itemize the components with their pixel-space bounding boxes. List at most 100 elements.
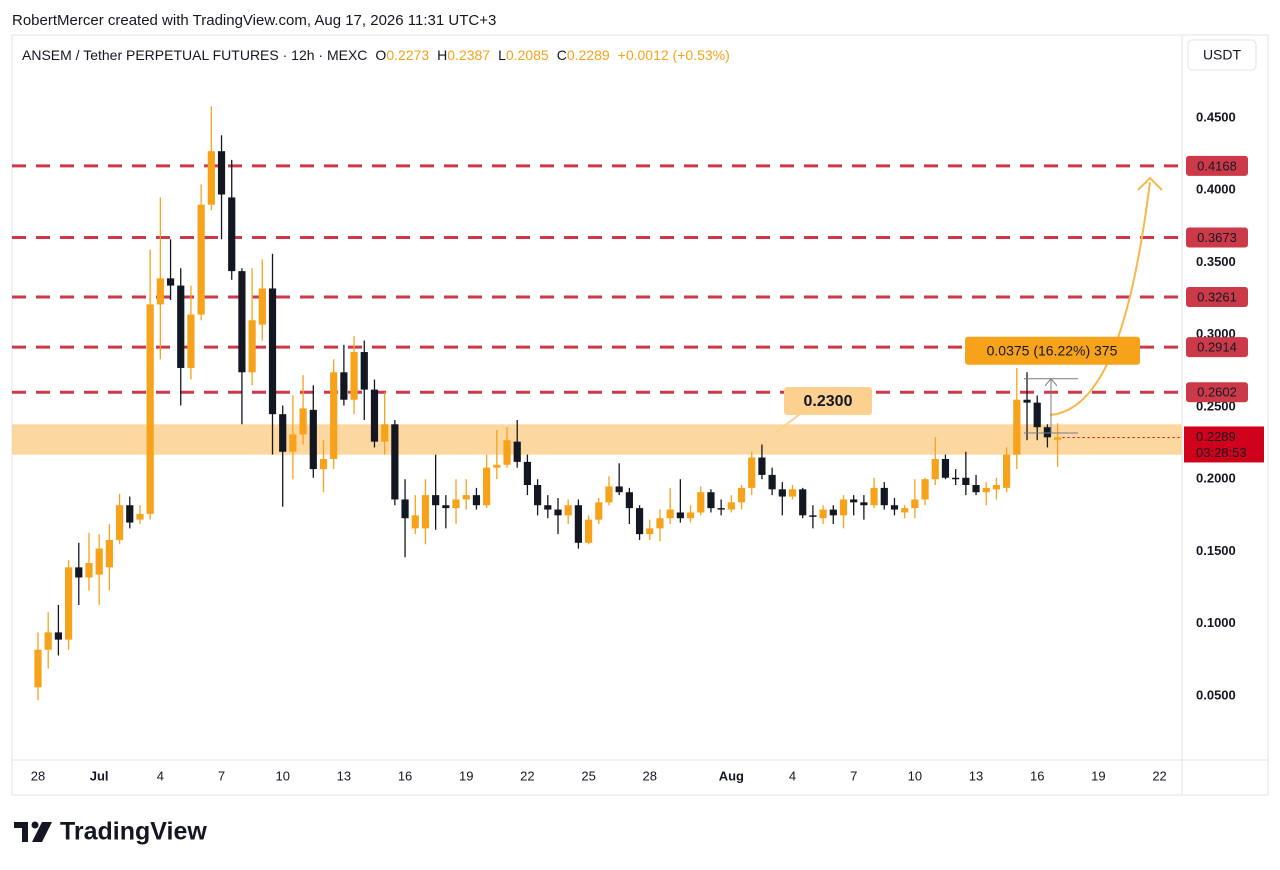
candle-body: [299, 408, 307, 435]
legend: ANSEM / Tether PERPETUAL FUTURES · 12h ·…: [22, 47, 730, 63]
candle-body: [615, 486, 623, 493]
candle-body: [44, 632, 52, 650]
candle-body: [136, 513, 144, 520]
logo-text: TradingView: [60, 818, 207, 846]
measure-label: 0.0375 (16.22%) 375: [987, 342, 1118, 358]
candle-body: [95, 548, 103, 575]
candle-body: [228, 197, 236, 272]
x-tick-label: 7: [218, 768, 225, 783]
candle-body: [156, 278, 164, 305]
level-label: 0.2914: [1197, 340, 1237, 355]
candle-body: [350, 352, 358, 400]
candle-body: [880, 487, 888, 506]
level-label-box: [1186, 382, 1248, 403]
symbol: ANSEM / Tether PERPETUAL FUTURES · 12h ·…: [22, 47, 367, 63]
candle-body: [911, 499, 919, 509]
ohlc-value: 0.2387: [447, 47, 490, 63]
last-price: 0.2289: [1196, 429, 1236, 444]
zone-label: 0.2300: [804, 393, 853, 410]
candle-body: [381, 424, 389, 442]
measure-box: [965, 336, 1140, 365]
candle-body: [1003, 454, 1011, 488]
y-tick-label: 0.2000: [1196, 471, 1236, 486]
last-price-box: [1184, 426, 1264, 463]
y-tick-label: 0.1500: [1196, 543, 1236, 558]
x-tick-label: 28: [643, 768, 657, 783]
candle-body: [605, 486, 613, 503]
logo-shape: [31, 821, 39, 829]
candle-body: [268, 288, 277, 415]
candle-body: [727, 502, 735, 510]
candle-body: [972, 485, 980, 493]
x-tick-label: 28: [31, 768, 45, 783]
forecast-arrow-head: [1137, 176, 1163, 191]
candle-body: [319, 458, 328, 470]
candle-body: [1043, 427, 1052, 438]
candle-body: [952, 477, 960, 480]
y-tick-label: 0.0500: [1196, 687, 1236, 702]
candle-body: [391, 424, 399, 500]
ohlc-value: 0.2273: [386, 47, 429, 63]
ohlc-prefix: C: [557, 47, 567, 63]
x-tick-label: 19: [459, 768, 473, 783]
currency-button[interactable]: [1187, 39, 1257, 71]
x-tick-label: 13: [969, 768, 983, 783]
candle-body: [248, 320, 256, 373]
candle-body: [462, 495, 470, 500]
candle-body: [432, 495, 440, 506]
candle-body: [1013, 399, 1021, 455]
candle-body: [64, 567, 73, 640]
candle-body: [401, 499, 409, 519]
ohlc-prefix: L: [498, 47, 506, 63]
candle-body: [279, 414, 287, 452]
forecast-arrow: [1049, 181, 1151, 416]
support-zone: [12, 424, 1182, 455]
candle-body: [1023, 399, 1031, 403]
x-tick-label: 13: [337, 768, 351, 783]
level-label-box: [1186, 337, 1248, 358]
candle-body: [768, 474, 776, 490]
candle-body: [483, 467, 491, 506]
x-tick-label: 4: [789, 768, 796, 783]
candle-body: [187, 314, 195, 368]
candle-body: [931, 458, 939, 480]
y-tick-label: 0.4500: [1196, 109, 1236, 124]
candle-body: [574, 505, 582, 543]
candle-body: [686, 512, 695, 519]
candle-body: [1054, 437, 1062, 440]
change: +0.0012 (+0.53%): [618, 47, 730, 63]
measure-arrow: [1044, 378, 1058, 387]
x-tick-label: 7: [850, 768, 857, 783]
candle-body: [503, 440, 511, 465]
candle-body: [921, 479, 929, 500]
candle-body: [778, 489, 786, 497]
candle-body: [340, 372, 348, 400]
candle-body: [166, 278, 175, 286]
x-tick-label: 16: [398, 768, 412, 783]
level-label: 0.3673: [1197, 230, 1237, 245]
candle-body: [788, 489, 797, 497]
zone-pointer: [774, 413, 801, 434]
candle-body: [819, 509, 827, 519]
x-tick-label: 22: [520, 768, 534, 783]
candle-body: [34, 649, 42, 688]
candle-body: [860, 502, 868, 506]
ohlc-prefix: O: [375, 47, 386, 63]
ohlc-prefix: H: [437, 47, 447, 63]
candle-body: [442, 505, 450, 509]
level-label-box: [1186, 286, 1248, 307]
candle-body: [962, 477, 970, 485]
currency[interactable]: USDT: [1203, 47, 1242, 63]
candle-body: [126, 505, 134, 523]
candle-body: [411, 515, 419, 529]
candle-body: [217, 151, 226, 195]
candle-body: [656, 518, 664, 529]
candle-body: [534, 485, 542, 506]
candle-body: [554, 509, 562, 516]
logo-shape: [32, 822, 52, 842]
x-tick-label: 22: [1152, 768, 1166, 783]
candle-body: [646, 528, 654, 535]
y-tick-label: 0.4000: [1196, 182, 1236, 197]
